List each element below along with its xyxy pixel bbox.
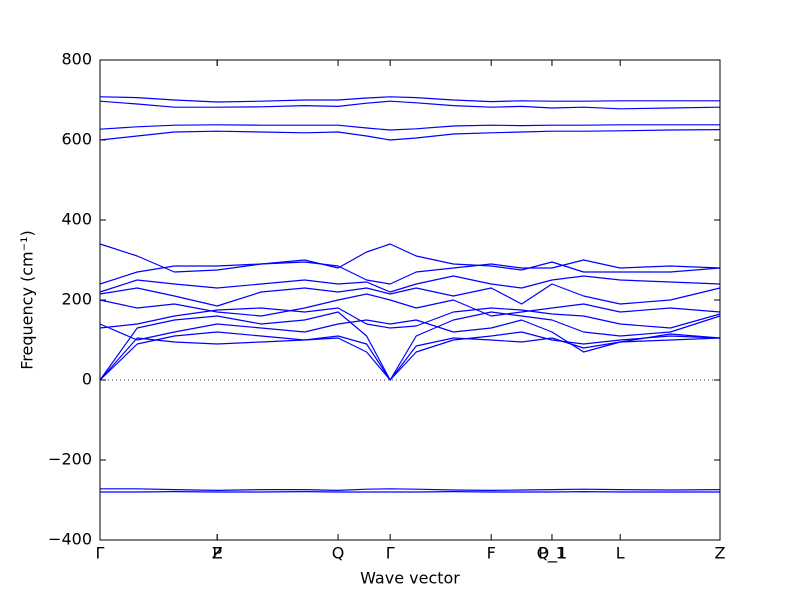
x-tick-label: Q (332, 544, 345, 563)
y-tick-label: 0 (82, 370, 92, 389)
x-tick-label: P (212, 544, 222, 563)
band-line (99, 319, 721, 353)
x-tick-label: Z (715, 544, 726, 563)
band-line (99, 100, 721, 110)
band-line (99, 335, 721, 381)
y-tick-label: 800 (61, 50, 92, 69)
band-line (99, 96, 720, 103)
band-line (99, 259, 721, 285)
band-line (99, 283, 721, 307)
band-line (99, 331, 721, 381)
x-axis-label: Wave vector (360, 569, 460, 588)
band-line (99, 275, 721, 293)
y-tick-label: 400 (61, 210, 92, 229)
band-line (99, 311, 721, 381)
y-axis-label: Frequency (cm⁻¹) (18, 230, 37, 369)
y-tick-label: 200 (61, 290, 92, 309)
y-tick-label: −400 (48, 530, 92, 549)
x-tick-label: P_1 (538, 544, 566, 564)
band-line (99, 293, 721, 317)
band-line (99, 243, 721, 273)
x-tick-label: Z (212, 544, 223, 563)
y-tick-label: −200 (48, 450, 92, 469)
x-tick-label: Γ (386, 544, 395, 563)
y-tick-label: 600 (61, 130, 92, 149)
x-tick-label: F (487, 544, 496, 563)
band-line (100, 488, 721, 491)
x-tick-label: L (616, 544, 625, 563)
plot-frame (99, 59, 721, 541)
x-tick-label: Γ (96, 544, 105, 563)
band-line (99, 124, 720, 131)
x-tick-label: Q_1 (537, 544, 568, 564)
band-line (99, 129, 721, 141)
